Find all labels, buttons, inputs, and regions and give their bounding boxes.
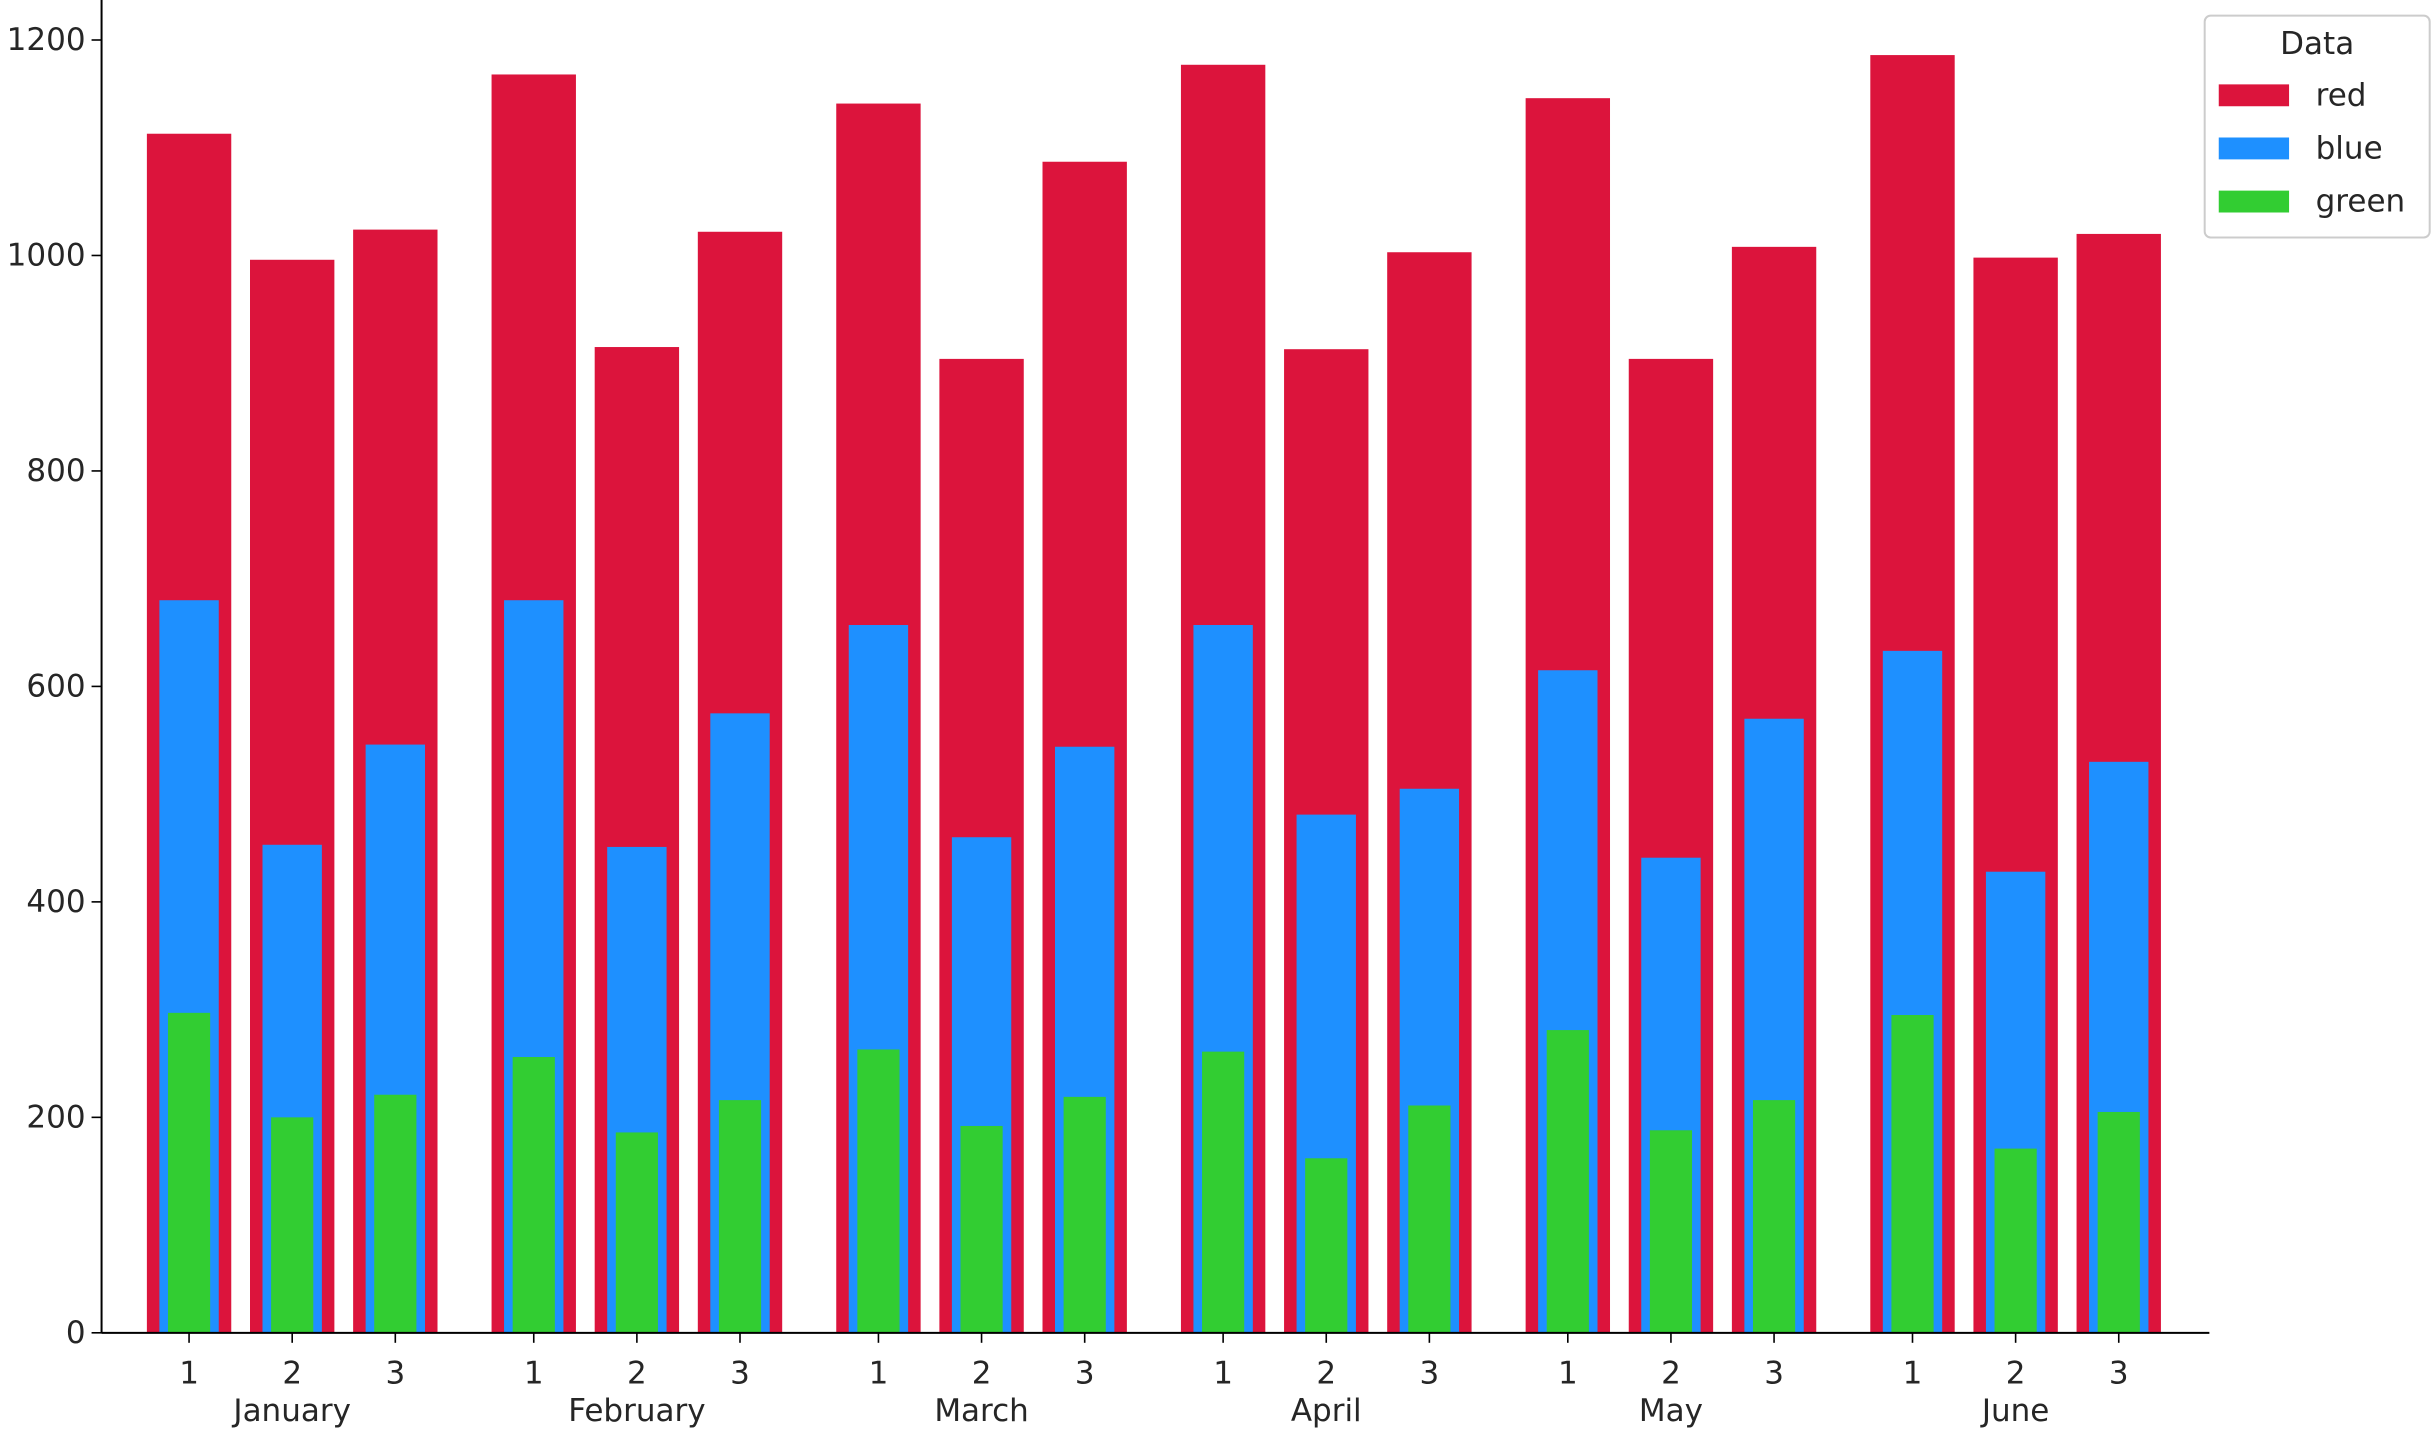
month-label-january: January [231, 1393, 351, 1429]
bar-green-3 [512, 1057, 555, 1333]
x-tick-label: 1 [179, 1355, 199, 1391]
bar-green-8 [1063, 1096, 1106, 1333]
x-tick-label: 3 [730, 1355, 750, 1391]
x-tick-label: 3 [385, 1355, 405, 1391]
y-tick-label: 800 [26, 453, 85, 489]
month-label-march: March [934, 1393, 1029, 1429]
y-tick-label: 1000 [7, 237, 86, 273]
series-green-bars [167, 1012, 2140, 1333]
bar-green-6 [857, 1049, 900, 1333]
x-tick-label: 2 [2006, 1355, 2026, 1391]
bar-green-12 [1546, 1030, 1589, 1333]
x-tick-label: 3 [1764, 1355, 1784, 1391]
bar-green-14 [1752, 1100, 1796, 1333]
x-tick-label: 1 [1213, 1355, 1233, 1391]
legend-label-green: green [2316, 184, 2406, 220]
x-tick-label: 2 [627, 1355, 647, 1391]
legend-swatch-red [2218, 84, 2290, 107]
x-tick-label: 2 [1316, 1355, 1336, 1391]
x-tick-label: 1 [1903, 1355, 1923, 1391]
month-label-may: May [1639, 1393, 1703, 1429]
x-tick-label: 2 [1661, 1355, 1681, 1391]
x-tick-label: 3 [1420, 1355, 1440, 1391]
legend: Data red blue green [2203, 14, 2431, 239]
bar-green-9 [1202, 1051, 1245, 1333]
month-label-june: June [1980, 1393, 2050, 1429]
series-red-bars [146, 55, 2161, 1333]
bar-green-0 [167, 1012, 211, 1333]
bar-green-4 [615, 1132, 658, 1333]
x-tick-label: 3 [2109, 1355, 2129, 1391]
bar-green-5 [718, 1100, 762, 1333]
y-tick-label: 0 [66, 1315, 86, 1351]
x-tick-label: 2 [972, 1355, 992, 1391]
bar-green-11 [1408, 1105, 1451, 1333]
bar-green-15 [1891, 1015, 1934, 1333]
x-tick-label: 2 [282, 1355, 302, 1391]
legend-title: Data [2280, 26, 2354, 62]
x-axis-ticks: 1 2 3 1 2 3 1 2 3 1 2 3 1 2 3 1 2 3 January February March Ap… [179, 1332, 2129, 1429]
legend-label-blue: blue [2316, 130, 2383, 166]
month-label-february: February [568, 1393, 705, 1429]
axes [100, 0, 2210, 1334]
bar-green-2 [374, 1094, 417, 1333]
y-tick-label: 1200 [7, 22, 86, 58]
x-tick-label: 1 [524, 1355, 544, 1391]
series-blue-bars [159, 600, 2149, 1333]
bar-green-17 [2097, 1111, 2140, 1333]
legend-swatch-green [2218, 190, 2290, 213]
bar-green-7 [960, 1125, 1003, 1333]
legend-label-red: red [2316, 77, 2367, 113]
x-tick-label: 1 [869, 1355, 889, 1391]
y-tick-label: 600 [26, 668, 85, 704]
y-tick-label: 200 [26, 1099, 85, 1135]
x-tick-label: 1 [1558, 1355, 1578, 1391]
bar-green-10 [1305, 1158, 1348, 1333]
bar-green-13 [1649, 1130, 1693, 1333]
x-tick-label: 3 [1075, 1355, 1095, 1391]
y-tick-label: 400 [26, 884, 85, 920]
legend-swatch-blue [2218, 137, 2290, 160]
y-axis-ticks: 0 200 400 600 800 1000 1200 [7, 22, 102, 1351]
legend-box [2203, 14, 2431, 239]
bar-green-1 [271, 1117, 314, 1333]
month-label-april: April [1291, 1393, 1362, 1429]
bar-green-16 [1994, 1148, 2037, 1333]
